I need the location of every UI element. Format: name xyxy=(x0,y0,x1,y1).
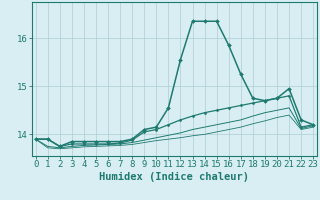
X-axis label: Humidex (Indice chaleur): Humidex (Indice chaleur) xyxy=(100,172,249,182)
